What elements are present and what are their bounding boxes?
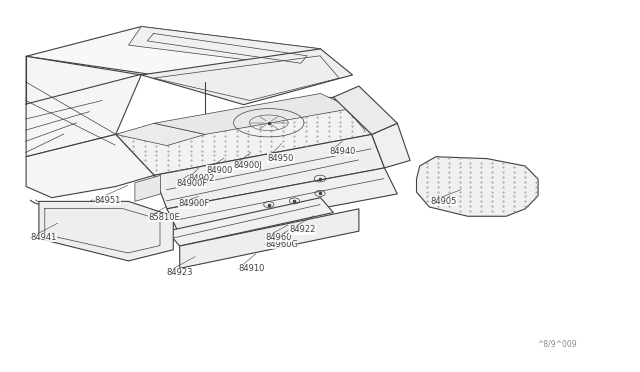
- Text: 84950: 84950: [268, 154, 294, 163]
- Text: 84900F: 84900F: [176, 179, 207, 188]
- Text: 84900: 84900: [206, 166, 232, 174]
- Text: 84902: 84902: [189, 174, 215, 183]
- Text: 84940: 84940: [330, 147, 356, 156]
- Text: 84960G: 84960G: [265, 240, 298, 248]
- Text: 84923: 84923: [166, 268, 193, 277]
- Text: 84941: 84941: [31, 233, 57, 242]
- Text: 84910: 84910: [238, 264, 264, 273]
- Text: 84951: 84951: [95, 196, 121, 205]
- Text: ^8/9^009: ^8/9^009: [537, 340, 577, 349]
- Text: 85810E: 85810E: [148, 213, 180, 222]
- Text: 84905: 84905: [430, 197, 456, 206]
- Text: 84900F: 84900F: [178, 199, 209, 208]
- Text: 84960: 84960: [265, 233, 291, 242]
- Text: 84900J: 84900J: [234, 161, 262, 170]
- Text: 84922: 84922: [289, 225, 316, 234]
